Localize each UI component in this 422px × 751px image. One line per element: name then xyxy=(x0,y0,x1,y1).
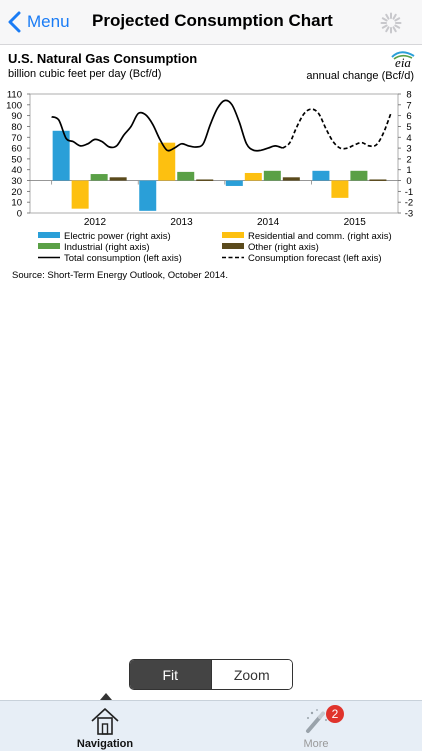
legend-swatch xyxy=(38,232,60,238)
right-tick-label: -3 xyxy=(405,209,413,220)
eia-logo-arc-blue xyxy=(391,51,415,58)
eia-logo-arc-green xyxy=(393,54,413,60)
zoom-segment[interactable]: Zoom xyxy=(210,660,292,689)
fit-segment[interactable]: Fit xyxy=(130,660,211,689)
left-tick-label: 40 xyxy=(11,165,22,176)
right-tick-label: -1 xyxy=(405,187,413,198)
chart-title: U.S. Natural Gas Consumption xyxy=(8,51,197,66)
spinner-spoke xyxy=(392,13,397,20)
bar-1-2014 xyxy=(244,172,262,181)
activity-spinner-icon xyxy=(380,12,402,34)
right-tick-label: 3 xyxy=(406,144,411,155)
x-tick-label: 2012 xyxy=(84,217,107,228)
plot-frame xyxy=(29,93,399,214)
fit-zoom-segmented-control: Fit Zoom xyxy=(129,659,293,690)
left-tick-label: 30 xyxy=(11,176,22,187)
right-axis-unit: annual change (Bcf/d) xyxy=(306,70,414,82)
bar-2-2015 xyxy=(350,170,368,181)
right-tick-label: 6 xyxy=(406,111,411,122)
x-tick-label: 2013 xyxy=(170,217,193,228)
bar-0-2015 xyxy=(312,170,330,181)
tab-bar: Navigation 2 More xyxy=(0,700,422,751)
bar-1-2013 xyxy=(158,142,176,181)
consumption-forecast-line xyxy=(282,108,392,150)
spinner-spoke xyxy=(394,17,401,22)
chart-source: Source: Short-Term Energy Outlook, Octob… xyxy=(12,270,228,281)
bar-3-2015 xyxy=(369,179,387,181)
left-tick-label: 50 xyxy=(11,154,22,165)
spinner-spoke xyxy=(394,24,401,29)
right-tick-label: 7 xyxy=(406,100,411,111)
tab-navigation[interactable]: Navigation xyxy=(45,701,165,751)
left-tick-label: 90 xyxy=(11,111,22,122)
left-tick-label: 20 xyxy=(11,187,22,198)
left-tick-label: 100 xyxy=(6,100,22,111)
left-tick-label: 110 xyxy=(7,90,22,101)
total-consumption-line xyxy=(51,99,283,152)
bar-1-2015 xyxy=(331,180,349,198)
spinner-spoke xyxy=(381,24,388,29)
legend-swatch xyxy=(222,243,244,249)
left-tick-label: 10 xyxy=(11,198,22,209)
bar-2-2014 xyxy=(263,170,281,181)
legend-swatch xyxy=(38,243,60,249)
left-axis-unit: billion cubic feet per day (Bcf/d) xyxy=(8,68,161,80)
more-badge: 2 xyxy=(326,705,344,723)
back-menu-label: Menu xyxy=(27,12,70,31)
right-tick-label: 8 xyxy=(406,90,411,101)
navigation-bar: Menu Projected Consumption Chart xyxy=(0,0,422,45)
chevron-left-icon xyxy=(8,11,21,33)
bar-0-2013 xyxy=(139,180,157,211)
x-tick-label: 2015 xyxy=(344,217,367,228)
legend-label: Industrial (right axis) xyxy=(64,242,150,253)
page-title: Projected Consumption Chart xyxy=(92,11,333,30)
x-tick-label: 2014 xyxy=(257,217,280,228)
legend-label: Consumption forecast (left axis) xyxy=(248,253,382,264)
left-tick-label: 60 xyxy=(11,144,22,155)
magic-wand-icon xyxy=(306,709,327,733)
left-tick-label: 0 xyxy=(17,209,22,220)
right-tick-label: 4 xyxy=(406,133,411,144)
left-tick-label: 70 xyxy=(11,133,22,144)
legend-label: Total consumption (left axis) xyxy=(64,253,182,264)
consumption-chart: U.S. Natural Gas Consumption billion cubi… xyxy=(6,51,415,281)
selected-tab-indicator xyxy=(100,693,112,700)
back-menu-button[interactable]: Menu xyxy=(8,8,70,36)
chart-area: U.S. Natural Gas Consumption billion cubi… xyxy=(0,44,422,290)
legend-label: Residential and comm. (right axis) xyxy=(248,231,392,242)
bar-3-2012 xyxy=(109,177,127,181)
bar-1-2012 xyxy=(71,180,89,209)
spinner-spoke xyxy=(392,26,397,33)
right-tick-label: 0 xyxy=(406,176,411,187)
legend-label: Other (right axis) xyxy=(248,242,319,253)
right-tick-label: 5 xyxy=(406,122,411,133)
right-tick-label: -2 xyxy=(405,198,413,209)
bar-3-2014 xyxy=(282,177,300,181)
bar-0-2012 xyxy=(52,130,70,181)
tab-more-label: More xyxy=(303,738,329,750)
spinner-spoke xyxy=(381,17,388,22)
right-tick-label: 1 xyxy=(406,165,411,176)
legend-label: Electric power (right axis) xyxy=(64,231,171,242)
legend-swatch xyxy=(222,232,244,238)
spinner-spoke xyxy=(385,13,390,20)
bar-2-2013 xyxy=(177,171,195,181)
spinner-spoke xyxy=(385,26,390,33)
tab-more[interactable]: 2 More xyxy=(256,701,376,751)
right-tick-label: 2 xyxy=(406,154,411,165)
bar-0-2014 xyxy=(225,180,243,186)
left-tick-label: 80 xyxy=(11,122,22,133)
home-icon xyxy=(91,708,119,735)
tab-navigation-label: Navigation xyxy=(76,738,134,750)
eia-logo: eia xyxy=(395,55,411,70)
bar-3-2013 xyxy=(196,179,214,181)
bar-2-2012 xyxy=(90,174,108,181)
